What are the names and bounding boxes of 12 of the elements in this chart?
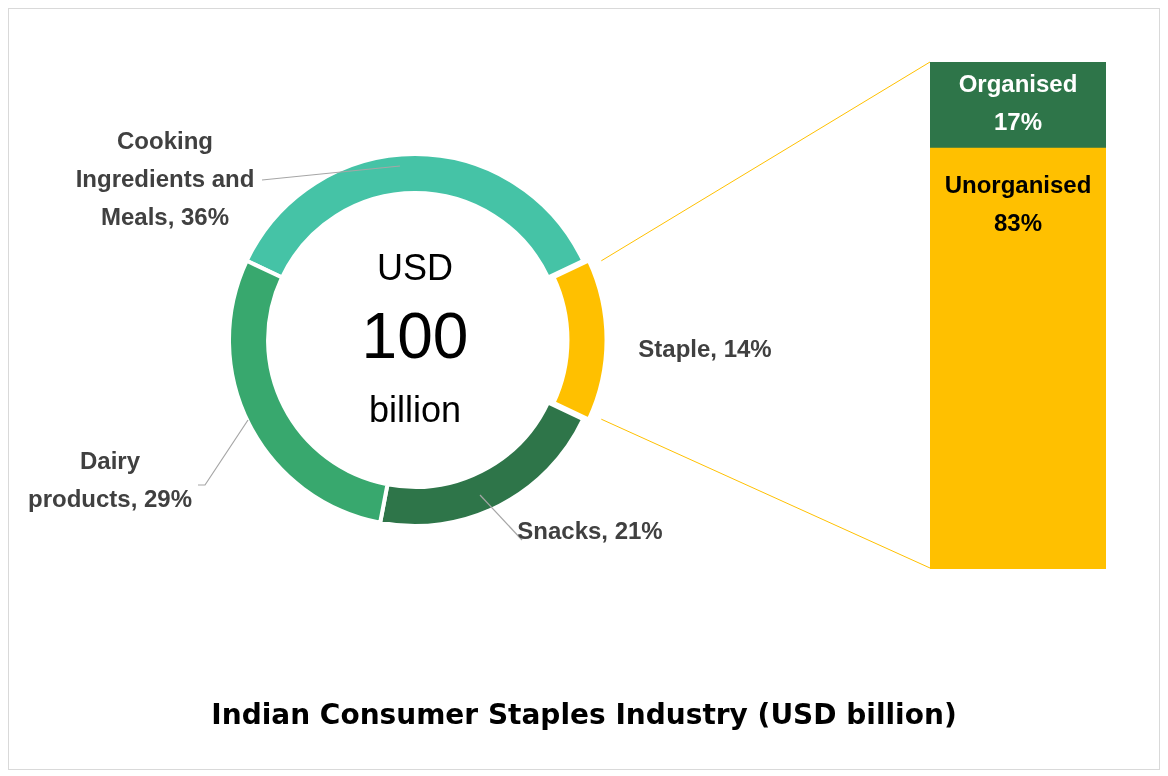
- data-label: 83%: [993, 208, 1043, 236]
- series-label: Unorganised: [944, 170, 1092, 198]
- text: 100: [361, 299, 469, 372]
- data-label: 17%: [993, 107, 1043, 135]
- series-label: Organised: [958, 69, 1078, 97]
- slice-label: Dairy products, 29%: [27, 447, 193, 512]
- text: Indian Consumer Staples Industry (USD billion): [210, 698, 958, 731]
- slice-label: Staple, 14%: [638, 335, 772, 362]
- text: billion: [368, 388, 462, 430]
- slice-label: Cooking Ingredients and Meals, 36%: [75, 127, 255, 230]
- slice-label: Snacks, 21%: [517, 517, 663, 544]
- text: USD: [376, 246, 454, 288]
